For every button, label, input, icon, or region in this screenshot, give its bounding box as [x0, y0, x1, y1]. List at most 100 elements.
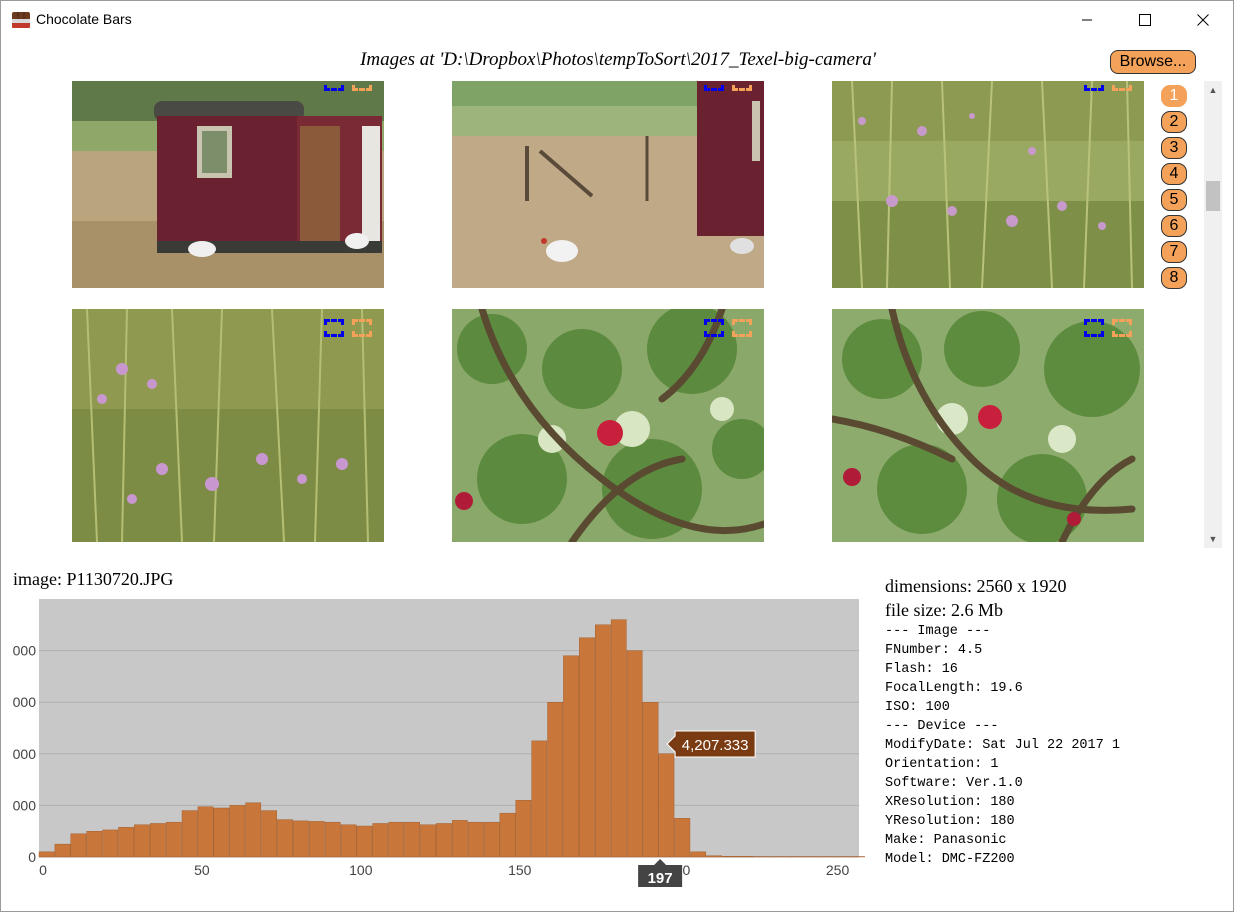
blue-selection-marker[interactable] — [704, 81, 724, 91]
y-tick-label: 000 — [13, 797, 37, 813]
orange-selection-marker[interactable] — [732, 319, 752, 337]
histogram-bar — [658, 753, 675, 858]
meadow-photo — [72, 309, 384, 542]
histogram-bar — [197, 806, 214, 858]
exif-line: ISO: 100 — [885, 700, 950, 715]
histogram-bar — [420, 824, 436, 858]
histogram-bar — [738, 856, 754, 858]
title-bar[interactable]: Chocolate Bars — [1, 1, 1233, 39]
histogram-bar — [785, 856, 802, 858]
plot-area — [39, 599, 859, 857]
minimize-button[interactable] — [1058, 1, 1116, 39]
histogram-bar — [674, 818, 691, 858]
trailer-photo — [72, 81, 384, 288]
histogram-bar — [86, 830, 103, 858]
histogram-bar — [134, 824, 150, 858]
close-icon — [1197, 14, 1209, 26]
histogram-bar — [849, 856, 865, 858]
blue-selection-marker[interactable] — [1084, 319, 1104, 337]
exif-line: --- Image --- — [885, 624, 991, 639]
meadow-photo — [832, 81, 1144, 288]
histogram-bar — [340, 824, 357, 858]
page-button-1[interactable]: 1 — [1161, 85, 1187, 107]
histogram-bar — [165, 821, 182, 858]
folder-path-label: Images at 'D:\Dropbox\Photos\tempToSort\… — [360, 49, 876, 70]
thumbnail-6[interactable] — [832, 309, 1144, 542]
histogram-bar — [324, 821, 341, 858]
orange-selection-marker[interactable] — [732, 81, 752, 91]
scrollbar-thumb[interactable] — [1206, 181, 1220, 211]
page-button-7[interactable]: 7 — [1161, 241, 1187, 263]
blue-selection-marker[interactable] — [1084, 81, 1104, 91]
histogram-bar — [70, 833, 87, 858]
exif-line: Software: Ver.1.0 — [885, 776, 1023, 791]
histogram-bar — [388, 821, 405, 858]
minimize-icon — [1082, 19, 1092, 21]
histogram-bar — [833, 856, 850, 858]
orange-selection-marker[interactable] — [1112, 81, 1132, 91]
histogram-bar — [54, 843, 71, 858]
thumbnail-5[interactable] — [452, 309, 764, 542]
page-button-5[interactable]: 5 — [1161, 189, 1187, 211]
histogram-bar — [499, 812, 516, 858]
histogram-bar — [817, 856, 834, 858]
exif-line: FocalLength: 19.6 — [885, 681, 1023, 696]
histogram-bar — [102, 829, 119, 858]
y-tick-label: 000 — [13, 746, 37, 762]
gallery-scrollbar[interactable]: ▲ ▼ — [1204, 81, 1222, 548]
thumbnail-4[interactable] — [72, 309, 384, 542]
orange-selection-marker[interactable] — [352, 319, 372, 337]
thumbnail-2[interactable] — [452, 81, 764, 288]
y-tick-label: 000 — [13, 643, 37, 659]
scroll-up-arrow-icon[interactable]: ▲ — [1208, 85, 1218, 95]
histogram-bar — [626, 650, 643, 858]
x-tick-label: 150 — [508, 862, 532, 878]
dimensions-text: dimensions: 2560 x 1920 — [885, 576, 1067, 596]
exif-line: Flash: 16 — [885, 662, 958, 677]
orange-selection-marker[interactable] — [1112, 319, 1132, 337]
orange-selection-marker[interactable] — [352, 81, 372, 91]
histogram-bar — [261, 810, 277, 858]
histogram-bar — [722, 856, 738, 858]
hover-tooltip: 4,207.333 — [666, 730, 756, 758]
y-tick-label: 000 — [13, 694, 37, 710]
blue-selection-marker[interactable] — [324, 81, 344, 91]
apple-tree-photo — [452, 309, 764, 542]
exif-line: Model: DMC-FZ200 — [885, 852, 1015, 867]
page-button-3[interactable]: 3 — [1161, 137, 1187, 159]
thumbnail-1[interactable] — [72, 81, 384, 288]
histogram-bar — [404, 821, 420, 858]
histogram-bar — [372, 823, 389, 858]
histogram-bar — [801, 856, 818, 858]
histogram-bar — [579, 637, 595, 858]
page-button-2[interactable]: 2 — [1161, 111, 1187, 133]
x-tick-label: 50 — [194, 862, 210, 878]
thumbnail-3[interactable] — [832, 81, 1144, 288]
histogram-bar — [277, 819, 293, 858]
browse-button[interactable]: Browse... — [1110, 50, 1196, 74]
histogram-bar — [213, 807, 230, 858]
histogram-bar — [150, 823, 166, 858]
histogram-bar — [753, 856, 770, 858]
image-info-panel: dimensions: 2560 x 1920 file size: 2.6 M… — [885, 574, 1165, 869]
histogram-bar — [181, 810, 198, 858]
blue-selection-marker[interactable] — [324, 319, 344, 337]
histogram-bar — [483, 821, 500, 858]
page-button-6[interactable]: 6 — [1161, 215, 1187, 237]
histogram-bar — [706, 855, 722, 858]
selected-image-name: image: P1130720.JPG — [13, 569, 174, 589]
page-button-8[interactable]: 8 — [1161, 267, 1187, 289]
exif-line: Orientation: 1 — [885, 757, 999, 772]
close-button[interactable] — [1174, 1, 1232, 39]
histogram-bar — [308, 821, 325, 858]
maximize-button[interactable] — [1116, 1, 1174, 39]
histogram-bar — [610, 619, 627, 858]
histogram-bar — [118, 827, 134, 858]
histogram-bar — [531, 740, 548, 858]
histogram-bar — [38, 851, 55, 858]
blue-selection-marker[interactable] — [704, 319, 724, 337]
page-button-4[interactable]: 4 — [1161, 163, 1187, 185]
scroll-down-arrow-icon[interactable]: ▼ — [1208, 534, 1218, 544]
